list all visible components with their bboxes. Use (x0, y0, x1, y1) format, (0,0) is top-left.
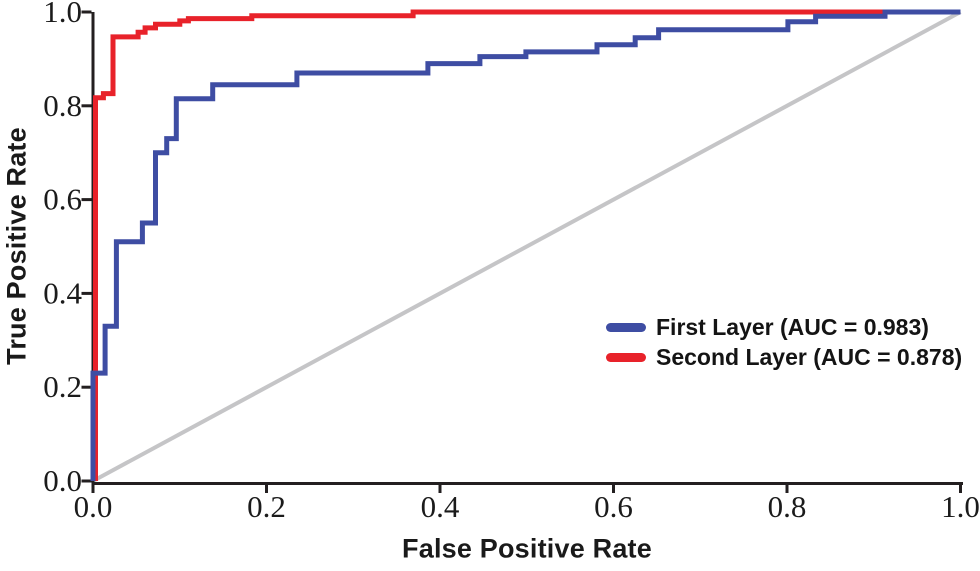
y-tick-label-0.8: 0.8 (43, 88, 82, 123)
legend-item-second-layer: Second Layer (AUC = 0.878) (606, 342, 962, 372)
chance-diagonal-line (92, 10, 962, 483)
first-layer-legend-label: First Layer (AUC = 0.983) (656, 313, 929, 340)
x-tick-label-0.0: 0.0 (74, 489, 113, 524)
x-tick-label-0.4: 0.4 (421, 489, 460, 524)
x-tick-label-1.0: 1.0 (941, 489, 980, 524)
second-layer-roc-curve (93, 9, 961, 481)
second-layer-legend-label: Second Layer (AUC = 0.878) (656, 343, 963, 370)
y-axis-title: True Positive Rate (1, 127, 32, 365)
legend: First Layer (AUC = 0.983) Second Layer (… (606, 312, 962, 372)
x-tick-label-0.2: 0.2 (247, 489, 286, 524)
y-tick-label-0.2: 0.2 (43, 369, 82, 404)
second-layer-line-swatch (606, 352, 646, 362)
legend-item-first-layer: First Layer (AUC = 0.983) (606, 312, 962, 342)
first-layer-roc-curve (90, 9, 961, 481)
x-axis-title: False Positive Rate (402, 533, 652, 564)
x-tick-label-0.6: 0.6 (594, 489, 633, 524)
y-tick-label-0.4: 0.4 (43, 275, 82, 310)
y-tick-label-1.0: 1.0 (43, 0, 82, 29)
y-tick-label-0.6: 0.6 (43, 182, 82, 217)
first-layer-line-swatch (606, 322, 646, 332)
x-tick-label-0.8: 0.8 (768, 489, 807, 524)
y-tick-label-0.0: 0.0 (43, 463, 82, 498)
